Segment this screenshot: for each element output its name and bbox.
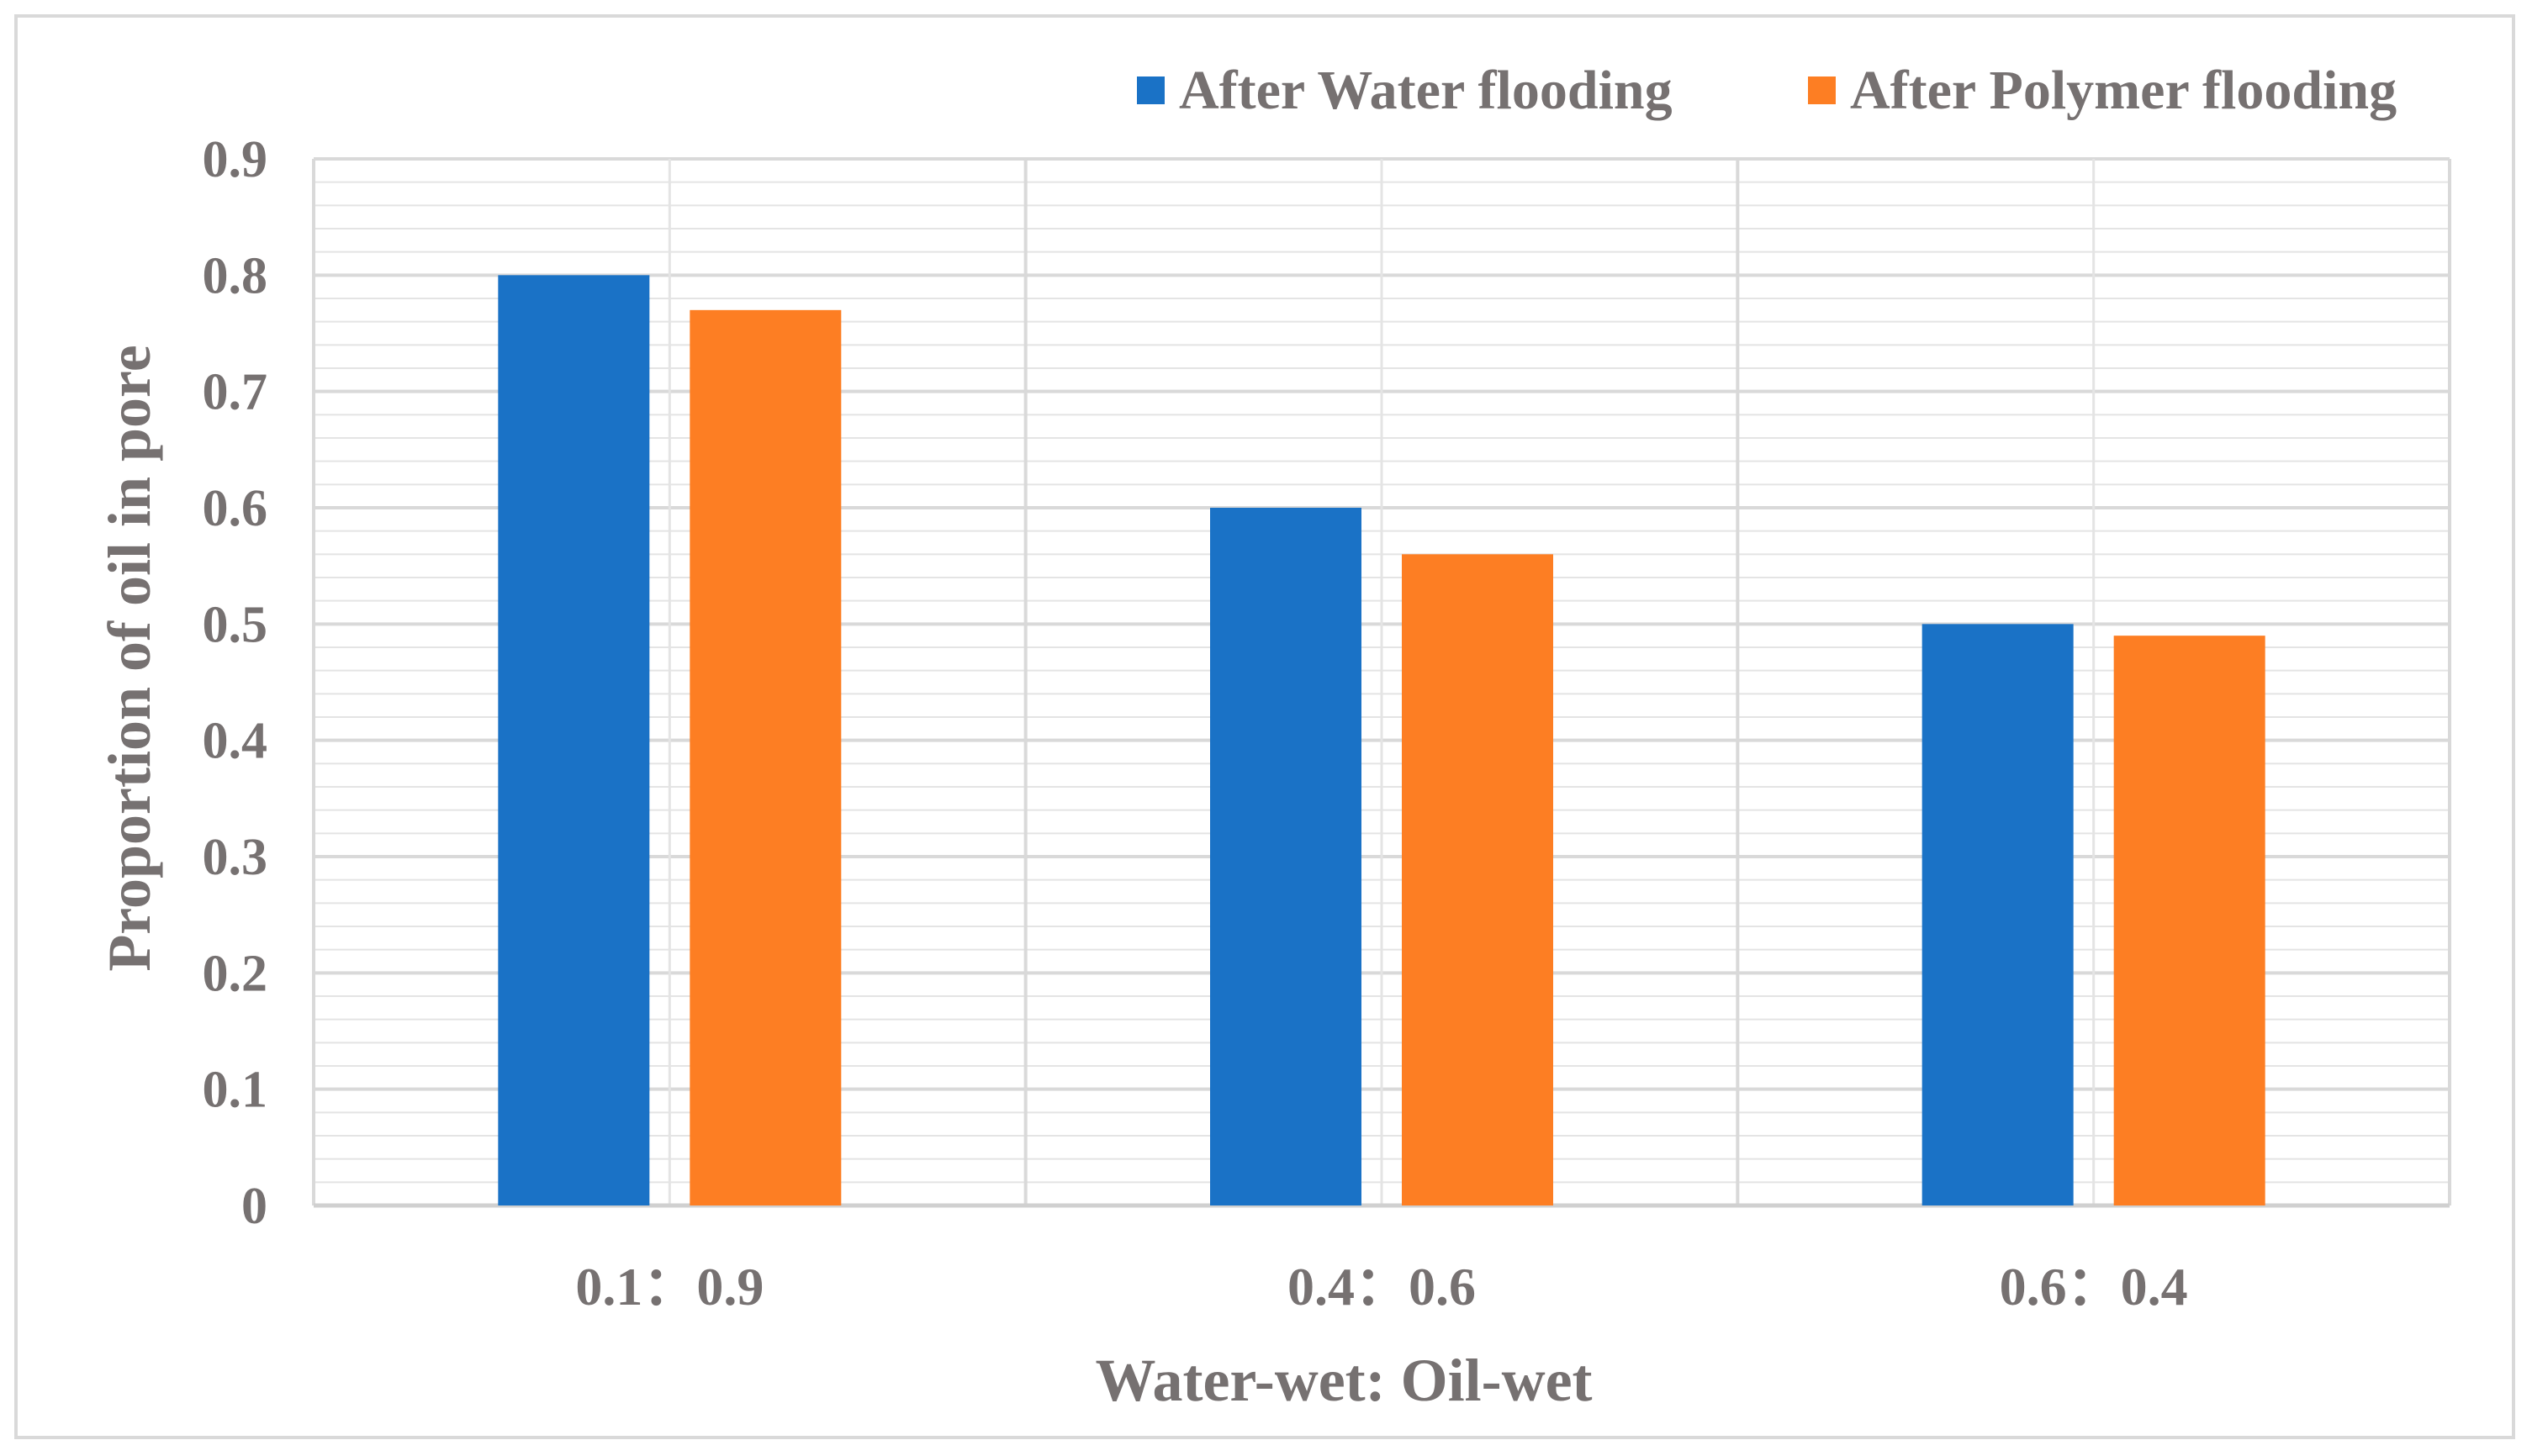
bar-polymer-2 — [1402, 554, 1553, 1205]
y-tick-label: 0.8 — [203, 247, 268, 304]
x-tick-labels: 0.1：0.9 0.4：0.6 0.6：0.4 — [575, 1257, 2187, 1316]
bar-water-3 — [1921, 624, 2074, 1205]
y-tick-label: 0.5 — [203, 596, 268, 653]
legend-swatch-polymer — [1808, 76, 1836, 104]
x-tick-label: 0.1：0.9 — [575, 1257, 764, 1316]
bar-water-2 — [1210, 508, 1361, 1205]
y-tick-label: 0.6 — [203, 480, 268, 537]
legend-swatch-water — [1137, 76, 1165, 104]
bar-polymer-1 — [690, 309, 842, 1205]
y-tick-label: 0.3 — [203, 829, 268, 886]
y-tick-label: 0.2 — [203, 945, 268, 1002]
y-tick-label: 0 — [241, 1178, 267, 1235]
y-tick-label: 0.9 — [203, 131, 268, 188]
y-tick-labels: 0 0.1 0.2 0.3 0.4 0.5 0.6 0.7 0.8 0.9 — [203, 131, 268, 1235]
bar-water-1 — [498, 275, 650, 1205]
grid — [312, 157, 2451, 1208]
x-axis-title: Water-wet: Oil-wet — [1095, 1347, 1592, 1414]
y-tick-label: 0.1 — [203, 1062, 268, 1119]
y-tick-label: 0.4 — [203, 713, 268, 770]
x-tick-label: 0.6：0.4 — [2000, 1257, 2188, 1316]
y-tick-label: 0.7 — [203, 364, 268, 421]
legend: After Water flooding After Polymer flood… — [1137, 60, 2397, 121]
bar-polymer-3 — [2113, 636, 2265, 1205]
x-tick-label: 0.4：0.6 — [1287, 1257, 1476, 1316]
legend-label-water: After Water flooding — [1179, 60, 1673, 121]
bars — [498, 275, 2265, 1205]
y-axis-title: Proportion of oil in pore — [96, 345, 163, 971]
legend-label-polymer: After Polymer flooding — [1850, 60, 2397, 121]
